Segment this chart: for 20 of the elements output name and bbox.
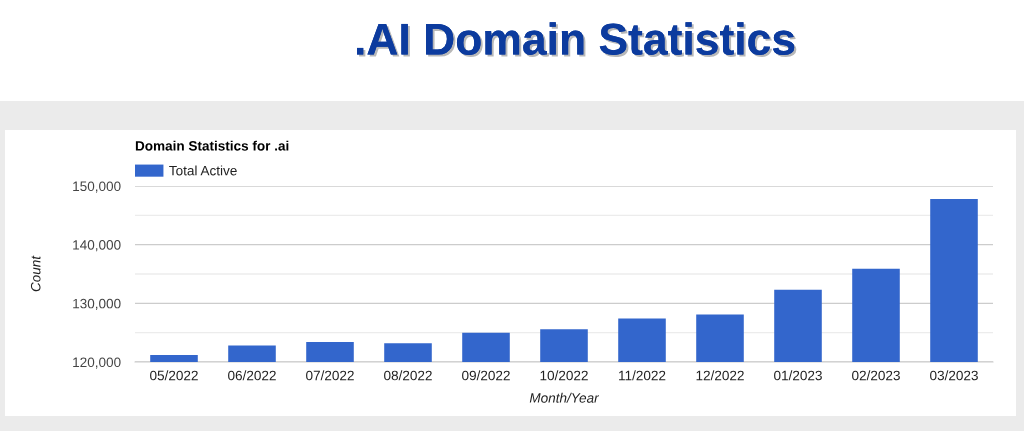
y-tick-label: 130,000 <box>73 298 121 310</box>
x-tick-label: 01/2023 <box>774 370 822 381</box>
x-tick-label: 08/2022 <box>384 370 432 381</box>
y-axis-title: Count <box>30 255 41 292</box>
x-tick-label: 07/2022 <box>306 370 354 381</box>
y-tick-label: 140,000 <box>73 240 121 252</box>
x-tick-label: 09/2022 <box>462 370 510 381</box>
x-tick-label: 02/2023 <box>852 370 900 381</box>
x-tick-label: 06/2022 <box>228 370 276 381</box>
x-tick-label: 11/2022 <box>619 370 666 381</box>
x-tick-label: 03/2023 <box>930 370 978 381</box>
x-axis-title: Month/Year <box>529 392 600 403</box>
x-tick-label: 05/2022 <box>150 370 198 381</box>
y-tick-label: 120,000 <box>73 357 121 369</box>
legend-label: Total Active <box>169 165 237 176</box>
x-tick-label: 10/2022 <box>540 370 588 381</box>
chart-title: .AI Domain Statistics <box>356 22 797 58</box>
x-tick-label: 12/2022 <box>696 370 744 381</box>
y-tick-label: 150,000 <box>73 181 121 193</box>
chart-subtitle: Domain Statistics for .ai <box>135 140 289 151</box>
